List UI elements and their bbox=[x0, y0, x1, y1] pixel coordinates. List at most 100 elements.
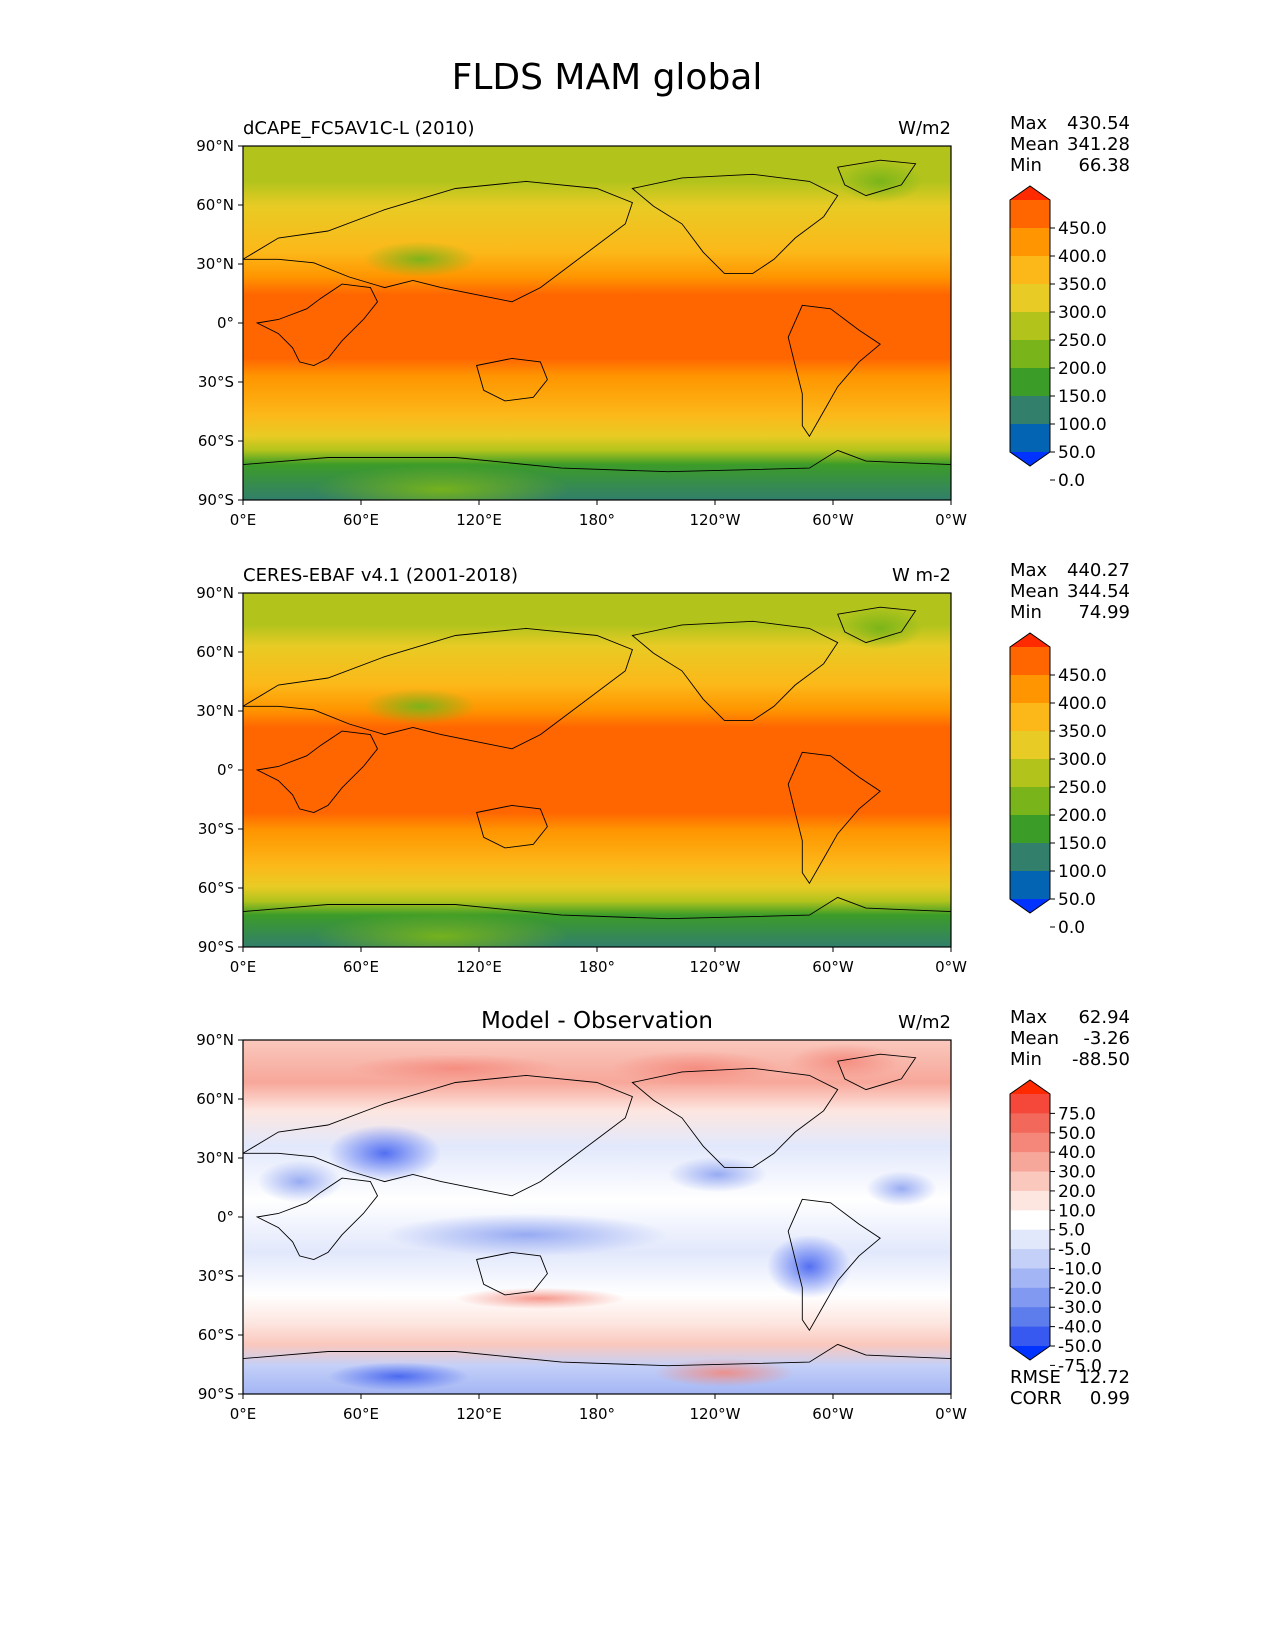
field-blob bbox=[363, 688, 477, 724]
stat-value: -3.26 bbox=[1083, 1028, 1130, 1049]
panel-title: dCAPE_FC5AV1C-L (2010) bbox=[243, 118, 475, 139]
x-tick-label: 120°E bbox=[456, 511, 502, 529]
coastline bbox=[787, 1198, 881, 1332]
field-blob bbox=[823, 741, 951, 799]
colorbar-extend-max bbox=[1010, 633, 1050, 647]
stat-value: 0.99 bbox=[1090, 1388, 1130, 1409]
y-tick-label: 90°N bbox=[196, 584, 234, 602]
colorbar-tick-label: 20.0 bbox=[1058, 1182, 1096, 1202]
colorbar-tick-label: 0.0 bbox=[1058, 471, 1085, 491]
panel-units: W m-2 bbox=[892, 565, 951, 586]
colorbar-segment bbox=[1010, 1171, 1050, 1192]
field-blob bbox=[327, 1124, 442, 1182]
colorbar-tick-label: 200.0 bbox=[1058, 806, 1107, 826]
y-tick-label: 0° bbox=[217, 1208, 234, 1226]
y-tick-label: 90°N bbox=[196, 1031, 234, 1049]
stat-label: Min bbox=[1010, 602, 1042, 623]
x-tick-label: 60°W bbox=[812, 958, 854, 976]
field-blob bbox=[363, 241, 477, 277]
colorbar-segment bbox=[1010, 424, 1050, 453]
colorbar-segment bbox=[1010, 1190, 1050, 1211]
coastline bbox=[837, 606, 917, 644]
x-tick-label: 180° bbox=[579, 1405, 615, 1423]
colorbar-extend-max bbox=[1010, 1080, 1050, 1094]
y-tick-label: 30°N bbox=[196, 1149, 234, 1167]
field-blob bbox=[455, 1287, 626, 1310]
stat-label: Mean bbox=[1010, 134, 1059, 155]
panel-units: W/m2 bbox=[898, 1012, 951, 1033]
colorbar: 450.0 400.0 350.0 300.0 250.0 200.0 150.0 100.0… bbox=[1009, 632, 1107, 938]
colorbar-tick-label: 50.0 bbox=[1058, 1124, 1096, 1144]
y-tick-label: 90°S bbox=[198, 938, 234, 956]
field-blob bbox=[611, 1050, 782, 1087]
colorbar-segment bbox=[1010, 1326, 1050, 1347]
y-tick-label: 60°N bbox=[196, 196, 234, 214]
y-tick-label: 60°S bbox=[198, 432, 234, 450]
stat-label: Min bbox=[1010, 1049, 1042, 1070]
field-blob bbox=[837, 607, 923, 650]
figure-title: FLDS MAM global bbox=[452, 57, 763, 98]
colorbar-segment bbox=[1010, 1094, 1050, 1114]
field-blob bbox=[313, 464, 569, 500]
colorbar-segment bbox=[1010, 703, 1050, 732]
field-blob bbox=[667, 1156, 767, 1193]
coastline bbox=[255, 1177, 379, 1260]
colorbar-tick-label: 300.0 bbox=[1058, 750, 1107, 770]
coastline bbox=[631, 173, 839, 274]
x-tick-label: 0°W bbox=[935, 1405, 967, 1423]
colorbar-tick-label: -5.0 bbox=[1058, 1240, 1091, 1260]
coastlines bbox=[243, 606, 951, 920]
colorbar-tick-label: 30.0 bbox=[1058, 1163, 1096, 1183]
colorbar-segment bbox=[1010, 731, 1050, 760]
coastline bbox=[243, 449, 951, 473]
stat-label: Min bbox=[1010, 155, 1042, 176]
colorbar-extend-min bbox=[1010, 1346, 1050, 1360]
field-blob bbox=[327, 1362, 470, 1391]
coastline bbox=[631, 620, 839, 721]
y-tick-label: 30°S bbox=[198, 820, 234, 838]
stat-value: 440.27 bbox=[1067, 560, 1130, 581]
colorbar-segment bbox=[1010, 787, 1050, 816]
colorbar-tick-label: 150.0 bbox=[1058, 834, 1107, 854]
stat-value: 12.72 bbox=[1078, 1367, 1130, 1388]
map-panel-difference: 0°E 60°E 120°E 180° 120°W 60°W 0°W 90°N 60°N 30°N… bbox=[196, 1007, 1130, 1423]
colorbar-tick-label: 150.0 bbox=[1058, 387, 1107, 407]
colorbar-tick-label: 250.0 bbox=[1058, 331, 1107, 351]
field-blob bbox=[349, 1054, 562, 1083]
coastline bbox=[243, 896, 951, 920]
coastline bbox=[243, 1343, 951, 1367]
x-tick-label: 0°W bbox=[935, 958, 967, 976]
y-tick-label: 0° bbox=[217, 761, 234, 779]
colorbar-segment bbox=[1010, 228, 1050, 257]
colorbar-tick-label: -50.0 bbox=[1058, 1337, 1102, 1357]
field-anomalies bbox=[299, 160, 951, 500]
colorbar-segment bbox=[1010, 1152, 1050, 1173]
colorbar-tick-label: -20.0 bbox=[1058, 1279, 1102, 1299]
x-tick-label: 0°E bbox=[230, 958, 257, 976]
stat-label: Max bbox=[1010, 1007, 1048, 1028]
colorbar-tick-label: 400.0 bbox=[1058, 694, 1107, 714]
coastline bbox=[255, 283, 379, 366]
y-tick-label: 0° bbox=[217, 314, 234, 332]
x-tick-label: 120°W bbox=[690, 958, 741, 976]
x-tick-label: 0°E bbox=[230, 511, 257, 529]
colorbar-segment bbox=[1010, 1229, 1050, 1250]
coastline bbox=[837, 1053, 917, 1091]
colorbar-segment bbox=[1010, 843, 1050, 872]
panel-title: CERES-EBAF v4.1 (2001-2018) bbox=[243, 565, 518, 586]
y-tick-label: 30°S bbox=[198, 1267, 234, 1285]
y-tick-label: 60°S bbox=[198, 1326, 234, 1344]
colorbar-tick-label: 400.0 bbox=[1058, 247, 1107, 267]
coastlines bbox=[243, 1053, 951, 1367]
colorbar-segment bbox=[1010, 312, 1050, 341]
colorbar: 75.050.040.030.020.010.05.0-5.0-10.0-20.… bbox=[1009, 1079, 1102, 1376]
field-blob bbox=[313, 911, 569, 947]
x-tick-label: 120°W bbox=[690, 511, 741, 529]
colorbar-tick-label: 300.0 bbox=[1058, 303, 1107, 323]
coastline bbox=[255, 730, 379, 813]
colorbar-tick-label: 100.0 bbox=[1058, 415, 1107, 435]
colorbar-tick-label: 40.0 bbox=[1058, 1143, 1096, 1163]
colorbar-tick-label: 250.0 bbox=[1058, 778, 1107, 798]
y-tick-label: 30°S bbox=[198, 373, 234, 391]
